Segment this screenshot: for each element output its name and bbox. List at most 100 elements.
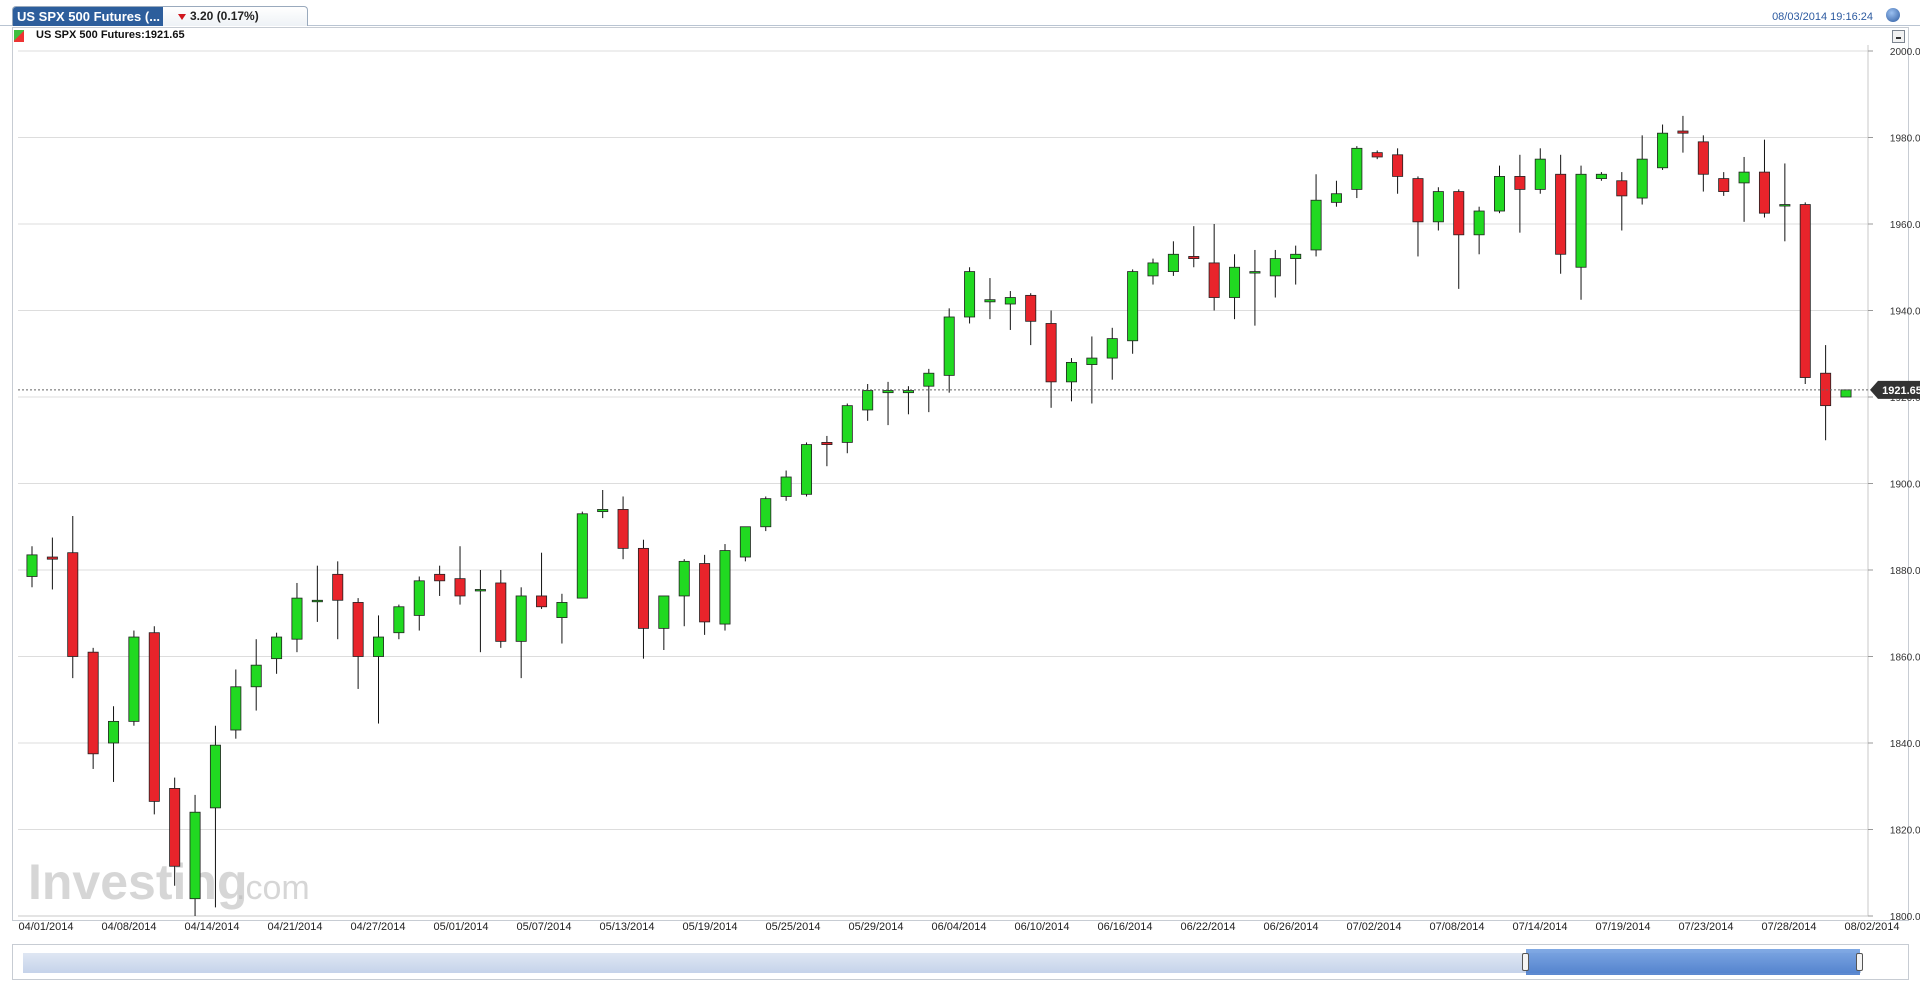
candle-body-down — [87, 651, 99, 755]
candle-body-up — [1249, 271, 1261, 274]
candle-body-up — [984, 299, 996, 303]
candle — [1697, 135, 1709, 192]
candle — [536, 552, 548, 609]
clock-icon[interactable] — [1886, 8, 1900, 22]
candle — [780, 470, 792, 501]
candle-body-up — [1636, 158, 1648, 199]
candle-body-up — [576, 513, 588, 599]
candle-body-up — [1127, 271, 1139, 342]
candle — [1229, 254, 1241, 320]
candle-body-up — [26, 554, 38, 577]
candle — [1616, 172, 1628, 231]
candle — [311, 565, 323, 622]
candle — [291, 582, 303, 653]
candle-body-up — [882, 390, 894, 394]
candle — [1351, 146, 1363, 199]
candle — [1534, 148, 1546, 194]
candle-body-up — [230, 686, 242, 731]
x-tick-label: 05/13/2014 — [599, 921, 654, 933]
candle-body-down — [699, 563, 711, 623]
candle — [1412, 176, 1424, 257]
y-tick-label: 2000.00 — [1890, 47, 1920, 58]
candle-body-up — [1310, 199, 1322, 251]
candle — [1820, 345, 1832, 441]
candle-body-up — [1575, 173, 1587, 268]
candle-body-up — [1290, 253, 1302, 259]
datetime-stamp: 08/03/2014 19:16:24 — [1772, 11, 1873, 23]
candle-body-up — [1494, 176, 1506, 212]
candle — [1799, 202, 1811, 385]
candle — [271, 632, 283, 674]
candle-body-down — [821, 442, 833, 445]
candle — [943, 308, 955, 393]
instrument-tab-title[interactable]: US SPX 500 Futures (... — [13, 7, 163, 26]
navigator-right-handle[interactable] — [1856, 953, 1863, 971]
y-tick-label: 1860.00 — [1890, 653, 1920, 664]
x-axis: 04/01/2014 04/08/2014 04/14/2014 04/21/2014… — [18, 915, 1900, 933]
x-tick-label: 05/01/2014 — [433, 921, 488, 933]
x-tick-label: 08/02/2014 — [1844, 921, 1899, 933]
navigator-selection[interactable] — [1526, 949, 1860, 975]
candle-body-down — [352, 602, 364, 657]
candle — [678, 559, 690, 627]
x-tick-label: 06/04/2014 — [931, 921, 986, 933]
instrument-tab[interactable]: US SPX 500 Futures (... 3.20 (0.17%) — [12, 6, 308, 26]
navigator[interactable] — [12, 944, 1909, 980]
candle-body-down — [1616, 180, 1628, 197]
candle-body-down — [1045, 323, 1057, 383]
candle — [1065, 358, 1077, 402]
candle — [576, 511, 588, 599]
candle-body-up — [393, 606, 405, 634]
candle-body-down — [1799, 204, 1811, 378]
candle — [87, 647, 99, 769]
candle-body-up — [1147, 262, 1159, 277]
candle — [1494, 165, 1506, 214]
y-tick-label: 1900.00 — [1890, 480, 1920, 491]
y-tick-label: 1980.00 — [1890, 134, 1920, 145]
candle-body-up — [1004, 297, 1016, 305]
candle-body-up — [841, 405, 853, 443]
x-tick-label: 06/16/2014 — [1097, 921, 1152, 933]
candle — [760, 496, 772, 532]
x-tick-label: 07/08/2014 — [1429, 921, 1484, 933]
candle — [882, 381, 894, 426]
candle — [189, 794, 201, 916]
candle — [699, 554, 711, 635]
candle — [332, 561, 344, 640]
candle-body-up — [1779, 204, 1791, 207]
candle — [1249, 249, 1261, 326]
candle-body-up — [1432, 191, 1444, 223]
candle-body-up — [1269, 258, 1281, 277]
candle-body-up — [311, 599, 323, 603]
candle — [658, 595, 670, 651]
tab-bar: US SPX 500 Futures (... 3.20 (0.17%) 08/… — [0, 0, 1920, 26]
candle — [719, 544, 731, 631]
x-tick-label: 05/07/2014 — [516, 921, 571, 933]
candle-body-up — [1065, 361, 1077, 383]
candle — [556, 593, 568, 644]
candle — [495, 570, 507, 648]
candle-body-down — [454, 578, 466, 597]
candle — [169, 777, 181, 886]
candle — [1555, 154, 1567, 274]
candle-body-down — [1025, 294, 1037, 322]
x-tick-label: 04/27/2014 — [350, 921, 405, 933]
x-tick-label: 07/28/2014 — [1761, 921, 1816, 933]
candle-body-down — [1677, 130, 1689, 134]
candle — [1595, 172, 1607, 181]
candle-body-up — [1473, 210, 1485, 236]
minimize-button[interactable] — [1892, 30, 1905, 43]
x-tick-label: 07/19/2014 — [1595, 921, 1650, 933]
x-tick-label: 05/19/2014 — [682, 921, 737, 933]
candle — [1677, 115, 1689, 153]
candle-body-down — [637, 547, 649, 629]
navigator-left-handle[interactable] — [1522, 953, 1529, 971]
candle — [1473, 206, 1485, 255]
candle — [597, 489, 609, 519]
candle-body-up — [943, 316, 955, 376]
grid-lines — [18, 50, 1868, 917]
down-arrow-icon — [178, 14, 186, 20]
candle — [454, 546, 466, 605]
candle — [474, 570, 486, 653]
